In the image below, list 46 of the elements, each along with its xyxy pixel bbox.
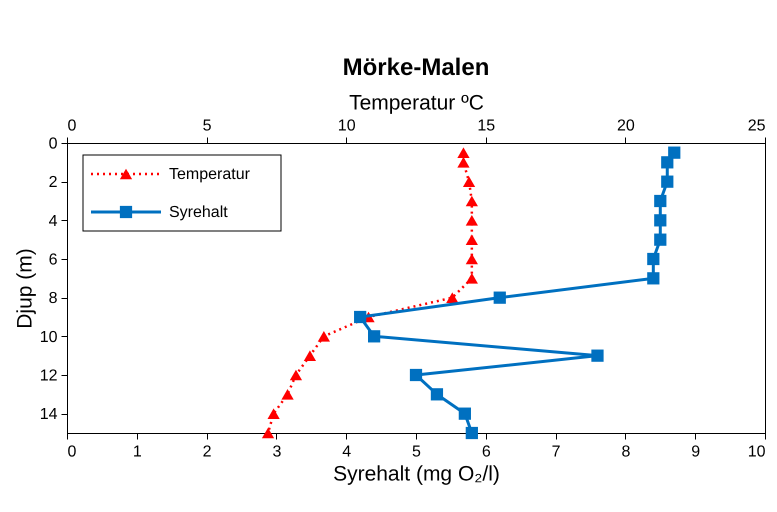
x2-tick-label: 15	[477, 118, 496, 134]
x-tick-label: 1	[132, 444, 142, 460]
point	[654, 214, 666, 226]
point	[647, 252, 660, 266]
y-tick-label: 0	[48, 136, 58, 152]
point	[466, 426, 478, 440]
y-tick-label: 6	[48, 252, 58, 268]
x-tick-label: 5	[412, 444, 422, 460]
point	[661, 176, 674, 188]
y-tick-label: 10	[40, 328, 58, 346]
point	[654, 234, 666, 246]
x2-tick-label: 10	[338, 118, 356, 134]
x-tick-label: 9	[691, 444, 700, 460]
x2-tick-label: 20	[617, 118, 635, 134]
point	[661, 156, 674, 168]
point	[430, 388, 444, 400]
x2-tick-label: 0	[68, 118, 76, 134]
point	[654, 194, 666, 208]
y-tick-label: 14	[40, 406, 58, 424]
y-tick-label: 8	[48, 290, 58, 308]
x-axis-title: Syrehalt (mg O₂/l)	[333, 462, 500, 486]
point	[410, 368, 422, 382]
x2-tick-label: 25	[748, 118, 766, 134]
x-tick-label: 6	[482, 444, 491, 460]
y-tick-label: 4	[48, 212, 58, 230]
chart-title: Mörke-Malen	[342, 54, 490, 81]
x-tick-label: 0	[68, 444, 76, 460]
point	[354, 310, 366, 324]
x-tick-label: 3	[272, 444, 282, 460]
x-tick-label: 10	[748, 444, 766, 460]
x-tick-label: 2	[202, 444, 212, 460]
x-tick-label: 4	[342, 444, 352, 460]
legend-label: Temperatur	[169, 166, 251, 183]
x-tick-label: 8	[621, 444, 630, 460]
y-tick-label: 12	[40, 368, 58, 384]
point	[647, 272, 660, 284]
point	[494, 292, 506, 304]
point	[368, 330, 380, 342]
legend-label: Syrehalt	[169, 204, 228, 221]
y-tick-label: 2	[48, 174, 58, 192]
x2-axis-title: Temperatur ºC	[349, 92, 484, 114]
y-axis-title: Djup (m)	[14, 248, 37, 329]
x2-tick-label: 5	[202, 118, 212, 134]
x-tick-label: 7	[552, 444, 561, 460]
point	[458, 408, 471, 420]
point	[591, 350, 604, 362]
